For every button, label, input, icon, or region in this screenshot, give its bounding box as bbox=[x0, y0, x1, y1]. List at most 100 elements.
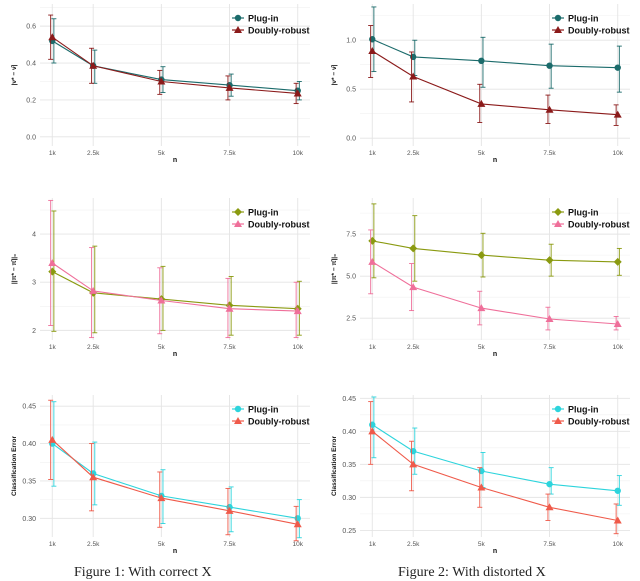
data-point bbox=[477, 304, 486, 312]
series-line bbox=[372, 240, 618, 263]
x-tick-label: 10k bbox=[292, 541, 303, 548]
chart-panel-6: 0.25 0.30 0.35 0.40 0.45 1k 2.5k 5k 7.5k 10k n Clas… bbox=[331, 395, 630, 555]
x-tick-label: 2.5k bbox=[87, 150, 100, 157]
x-tick-label: 1k bbox=[49, 541, 57, 548]
y-axis-title: ||π* − π̂||₀ bbox=[330, 254, 338, 284]
y-tick-label: 5.0 bbox=[346, 274, 356, 281]
x-axis-title: n bbox=[493, 157, 497, 164]
legend: Plug-in Doubly-robust bbox=[232, 14, 310, 36]
x-tick-label: 5k bbox=[158, 150, 166, 157]
x-tick-label: 2.5k bbox=[407, 541, 420, 548]
legend-marker bbox=[554, 220, 562, 227]
x-axis-title: n bbox=[173, 351, 177, 358]
y-tick-label: 0.45 bbox=[342, 396, 356, 403]
data-point bbox=[89, 473, 98, 481]
legend-marker bbox=[554, 26, 562, 33]
series-line bbox=[51, 439, 298, 525]
y-tick-label: 0.30 bbox=[22, 516, 36, 523]
y-tick-label: 2.5 bbox=[346, 316, 356, 323]
legend-marker bbox=[234, 208, 242, 216]
legend-marker bbox=[234, 417, 242, 424]
x-tick-label: 10k bbox=[612, 150, 623, 157]
data-point bbox=[409, 53, 417, 61]
legend-label: Plug-in bbox=[568, 14, 599, 24]
data-point bbox=[48, 258, 57, 266]
legend-label: Doubly-robust bbox=[568, 417, 630, 427]
series-line bbox=[51, 262, 298, 312]
y-tick-label: 0.0 bbox=[346, 136, 356, 143]
data-point bbox=[48, 435, 57, 443]
y-tick-label: 0.0 bbox=[26, 134, 36, 141]
data-point bbox=[409, 72, 418, 80]
chart-panel-3: 2 3 4 1k 2.5k 5k 7.5k 10k n ||π* − π̂||₀ Plug-in Do… bbox=[10, 198, 310, 358]
y-tick-label: 0.40 bbox=[22, 441, 36, 448]
legend: Plug-in Doubly-robust bbox=[232, 208, 310, 230]
data-point bbox=[89, 61, 98, 69]
y-tick-label: 0.6 bbox=[26, 24, 36, 31]
data-point bbox=[613, 110, 622, 118]
data-point bbox=[409, 447, 417, 455]
x-tick-label: 1k bbox=[369, 344, 377, 351]
data-point bbox=[478, 467, 485, 475]
data-point bbox=[545, 256, 554, 265]
data-point bbox=[613, 257, 622, 266]
x-tick-label: 7.5k bbox=[543, 344, 556, 351]
data-point bbox=[477, 251, 486, 260]
legend-label: Doubly-robust bbox=[248, 417, 310, 427]
y-tick-label: 0.45 bbox=[22, 404, 36, 411]
data-point bbox=[368, 257, 377, 265]
y-tick-label: 0.4 bbox=[26, 61, 36, 68]
y-axis-title: |ν* − ν̂| bbox=[330, 64, 338, 85]
y-tick-label: 4 bbox=[32, 232, 36, 239]
chart-panel-5: 0.30 0.35 0.40 0.45 1k 2.5k 5k 7.5k 10k n Classifi… bbox=[11, 395, 310, 555]
data-point bbox=[369, 36, 376, 43]
y-tick-label: 0.30 bbox=[342, 495, 356, 502]
legend-label: Doubly-robust bbox=[568, 220, 630, 230]
series-line bbox=[372, 38, 618, 69]
legend-label: Doubly-robust bbox=[248, 26, 310, 36]
data-point bbox=[545, 314, 554, 322]
data-point bbox=[157, 77, 166, 85]
y-tick-label: 7.5 bbox=[346, 232, 356, 239]
data-point bbox=[48, 267, 57, 276]
data-point bbox=[545, 503, 554, 511]
y-tick-label: 0.25 bbox=[342, 528, 356, 535]
data-point bbox=[368, 427, 377, 435]
x-tick-label: 1k bbox=[49, 150, 57, 157]
x-tick-label: 7.5k bbox=[543, 150, 556, 157]
y-tick-label: 2 bbox=[32, 328, 36, 335]
legend: Plug-in Doubly-robust bbox=[552, 208, 630, 230]
x-tick-label: 7.5k bbox=[543, 541, 556, 548]
series-line bbox=[371, 430, 618, 522]
legend-label: Plug-in bbox=[248, 208, 279, 218]
data-point bbox=[409, 244, 418, 253]
legend: Plug-in Doubly-robust bbox=[552, 14, 630, 36]
x-tick-label: 2.5k bbox=[87, 344, 100, 351]
legend: Plug-in Doubly-robust bbox=[552, 405, 630, 427]
series-line bbox=[372, 50, 618, 116]
data-point bbox=[477, 99, 486, 107]
data-point bbox=[225, 506, 234, 514]
data-point bbox=[478, 57, 485, 64]
chart-panel-2: 0.0 0.5 1.0 1k 2.5k 5k 7.5k 10k n |ν* − ν̂| Plug-i… bbox=[330, 4, 630, 164]
data-point bbox=[369, 421, 376, 428]
legend-marker bbox=[554, 208, 562, 216]
legend-marker bbox=[234, 14, 242, 22]
data-point bbox=[613, 320, 622, 328]
data-point bbox=[157, 494, 166, 502]
data-point bbox=[89, 286, 98, 294]
x-axis-title: n bbox=[493, 351, 497, 358]
y-axis-title: Classification Error bbox=[331, 436, 338, 496]
x-tick-label: 1k bbox=[49, 344, 57, 351]
x-axis-title: n bbox=[173, 548, 177, 555]
x-tick-label: 1k bbox=[369, 150, 377, 157]
y-tick-label: 0.5 bbox=[346, 87, 356, 94]
caption-left: Figure 1: With correct X bbox=[74, 565, 212, 580]
x-tick-label: 5k bbox=[158, 541, 166, 548]
legend-marker bbox=[554, 417, 562, 424]
legend-label: Plug-in bbox=[248, 405, 279, 415]
x-tick-label: 5k bbox=[478, 541, 486, 548]
y-tick-label: 3 bbox=[32, 280, 36, 287]
data-point bbox=[546, 62, 553, 69]
y-tick-label: 0.35 bbox=[342, 462, 356, 469]
